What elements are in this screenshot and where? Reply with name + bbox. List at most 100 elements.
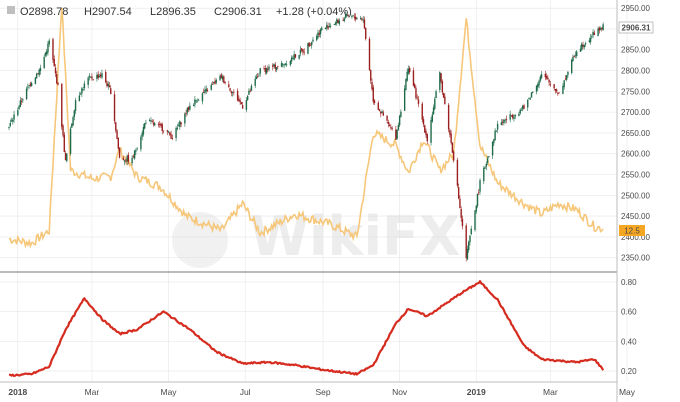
candle — [186, 107, 189, 116]
candle — [412, 67, 415, 87]
ohlc-header: O2898.78 H2907.54 L2896.35 C2906.31 +1.2… — [7, 6, 352, 18]
candle — [475, 204, 477, 214]
candle — [127, 152, 130, 165]
candle — [54, 64, 57, 77]
candle — [110, 85, 112, 95]
candle — [108, 81, 111, 88]
candle — [308, 42, 310, 48]
candle — [406, 68, 408, 82]
candle — [415, 85, 417, 101]
candle — [486, 155, 489, 166]
candle — [432, 104, 435, 116]
candle — [564, 75, 567, 81]
candle — [491, 140, 494, 159]
candle — [523, 103, 525, 110]
candle — [395, 125, 397, 140]
candle — [105, 69, 107, 84]
candle — [362, 15, 364, 24]
candle — [142, 123, 145, 137]
candle — [361, 17, 363, 22]
candle — [602, 22, 604, 31]
candle — [403, 85, 406, 111]
candle — [363, 16, 366, 30]
candle — [206, 87, 209, 93]
candle — [503, 118, 505, 126]
candle — [273, 63, 275, 69]
candle — [180, 121, 182, 128]
price-axis[interactable]: 2350.00 2400.00 2450.00 2500.00 2550.00 2600.… — [621, 4, 650, 263]
candle — [582, 41, 584, 50]
candle — [378, 108, 381, 112]
candle — [527, 99, 529, 111]
volatility-tick-label: 0.20 — [621, 367, 637, 376]
candle — [545, 73, 548, 80]
candle — [430, 116, 432, 146]
candle — [204, 85, 206, 95]
candle — [368, 36, 371, 71]
candle — [170, 130, 172, 139]
candle — [321, 26, 323, 32]
candle — [479, 178, 481, 195]
price-tick-label: 2350.00 — [621, 254, 650, 263]
vix-tag-box — [619, 225, 645, 236]
candle — [159, 120, 161, 128]
candle — [122, 155, 125, 161]
candle — [434, 96, 436, 111]
candle — [229, 87, 231, 92]
candle — [213, 81, 215, 85]
candle — [342, 17, 344, 22]
candle — [599, 26, 602, 31]
candle — [532, 91, 534, 94]
candle — [79, 92, 82, 95]
watermark-logo-icon — [172, 212, 228, 268]
candle — [187, 106, 190, 112]
candle — [360, 15, 362, 20]
volatility-line — [8, 280, 605, 378]
candle — [74, 97, 77, 115]
time-tick-label: May — [619, 387, 636, 397]
candle — [405, 78, 407, 91]
candle — [300, 48, 303, 53]
candle — [275, 66, 278, 73]
candle — [157, 122, 160, 128]
candle — [510, 115, 513, 117]
candle — [214, 77, 216, 85]
candle — [82, 87, 84, 92]
candle — [284, 63, 287, 66]
candle — [78, 91, 81, 102]
candle — [66, 153, 68, 163]
candle — [205, 85, 207, 95]
candle — [563, 80, 565, 90]
price-tick-label: 2550.00 — [621, 171, 650, 180]
candle — [248, 88, 250, 95]
volatility-grid — [0, 272, 628, 382]
candle — [46, 48, 48, 57]
candle — [194, 96, 196, 108]
candle — [476, 193, 479, 209]
candle — [579, 45, 582, 52]
candle — [160, 122, 162, 128]
candle — [469, 235, 471, 246]
candle — [20, 97, 23, 105]
time-tick-label: 2019 — [467, 387, 486, 397]
price-tick-label: 2800.00 — [621, 67, 650, 76]
candle — [169, 132, 171, 136]
candle — [581, 42, 583, 51]
vix-line — [8, 7, 604, 249]
time-axis[interactable]: 2018 Mar May Jul Sep Nov 2019 Mar May — [8, 387, 635, 397]
candle — [166, 129, 168, 136]
candle — [22, 97, 24, 104]
candle — [263, 65, 265, 70]
candle — [239, 97, 241, 105]
candle — [98, 73, 101, 78]
candle — [101, 69, 103, 80]
candle — [148, 118, 151, 122]
candle — [548, 79, 550, 86]
volatility-axis[interactable]: 0.20 0.40 0.60 0.80 — [621, 278, 637, 376]
price-tick-label: 2850.00 — [621, 46, 650, 55]
candle — [293, 50, 295, 61]
candle — [592, 29, 594, 39]
candle — [422, 116, 425, 128]
candle — [12, 117, 14, 125]
